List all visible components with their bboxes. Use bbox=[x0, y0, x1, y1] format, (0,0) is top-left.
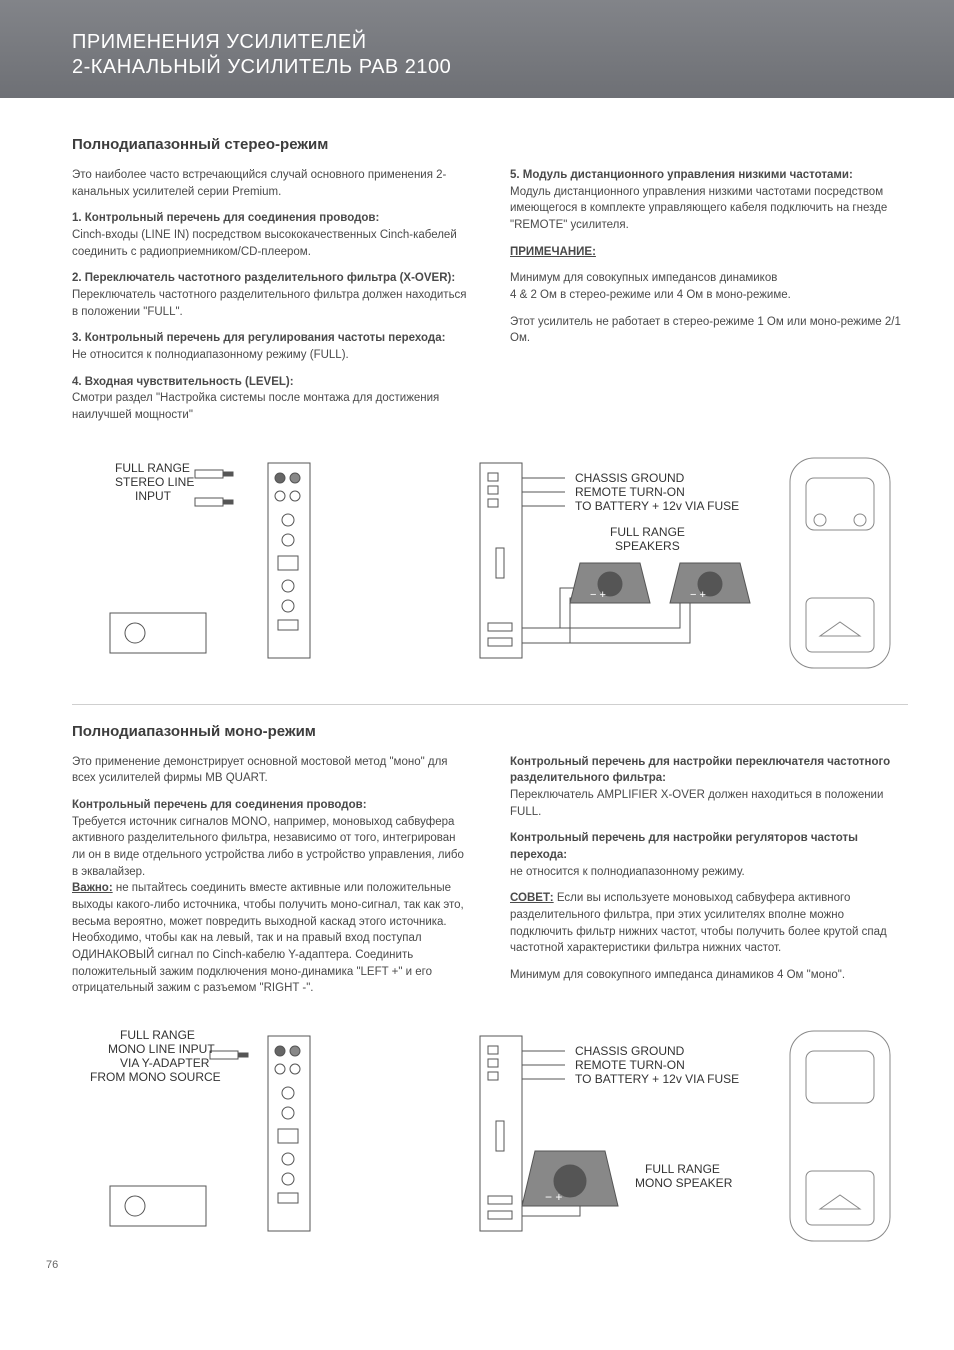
section2-title: Полнодиапазонный моно-режим bbox=[72, 723, 908, 740]
s2-important-label: Важно: bbox=[72, 882, 113, 894]
s1-h3: 3. Контрольный перечень для регулировани… bbox=[72, 332, 445, 344]
s2r-p1: Переключатель AMPLIFIER X-OVER должен на… bbox=[510, 789, 883, 818]
section-divider bbox=[72, 704, 908, 705]
d2-r4: MONO SPEAKER bbox=[635, 1176, 733, 1190]
svg-text:− +: − + bbox=[590, 589, 606, 601]
d1-r2: TO BATTERY + 12v VIA FUSE bbox=[575, 499, 739, 513]
car-outline-icon bbox=[790, 458, 890, 668]
rca-plug-icon bbox=[195, 470, 233, 506]
s1-note2: 4 & 2 Ом в стерео-режиме или 4 Ом в моно… bbox=[510, 289, 791, 301]
d1-r0: CHASSIS GROUND bbox=[575, 471, 685, 485]
section2-left-col: Это применение демонстрирует основной мо… bbox=[72, 754, 470, 1007]
s2-intro: Это применение демонстрирует основной мо… bbox=[72, 754, 470, 787]
headunit-icon bbox=[110, 1186, 206, 1226]
section2-right-col: Контрольный перечень для настройки перек… bbox=[510, 754, 908, 1007]
header-line1: ПРИМЕНЕНИЯ УСИЛИТЕЛЕЙ bbox=[72, 30, 954, 55]
s2-h1: Контрольный перечень для соединения пров… bbox=[72, 799, 367, 811]
d1-l2: INPUT bbox=[135, 489, 172, 503]
d2-r2: TO BATTERY + 12v VIA FUSE bbox=[575, 1072, 739, 1086]
s1-p4: Смотри раздел "Настройка системы после м… bbox=[72, 392, 439, 421]
headunit-icon bbox=[110, 613, 206, 653]
header-line2: 2-КАНАЛЬНЫЙ УСИЛИТЕЛЬ PAB 2100 bbox=[72, 55, 954, 80]
diagram1: FULL RANGE STEREO LINE INPUT bbox=[72, 448, 908, 678]
d2-r1: REMOTE TURN-ON bbox=[575, 1058, 685, 1072]
page-body: Полнодиапазонный стерео-режим Это наибол… bbox=[0, 98, 954, 1281]
s2-important: не пытайтесь соединить вместе активные и… bbox=[72, 882, 464, 994]
d2-r0: CHASSIS GROUND bbox=[575, 1044, 685, 1058]
amplifier-icon bbox=[268, 463, 310, 658]
d2-r3: FULL RANGE bbox=[645, 1162, 720, 1176]
page-number: 76 bbox=[46, 1259, 58, 1271]
diagram2-svg: FULL RANGE MONO LINE INPUT VIA Y-ADAPTER… bbox=[80, 1021, 900, 1251]
d2-l0: FULL RANGE bbox=[120, 1028, 195, 1042]
section1-columns: Это наиболее часто встречающийся случай … bbox=[72, 167, 908, 434]
s2r-tip-label: СОВЕТ: bbox=[510, 892, 554, 904]
s2r-p2: не относится к полнодиапазонному режиму. bbox=[510, 866, 745, 878]
s1-h1: 1. Контрольный перечень для соединения п… bbox=[72, 212, 379, 224]
d1-r1: REMOTE TURN-ON bbox=[575, 485, 685, 499]
s1-p1: Cinch-входы (LINE IN) посредством высоко… bbox=[72, 229, 457, 258]
s1-h4: 4. Входная чувствительность (LEVEL): bbox=[72, 376, 294, 388]
section1-title: Полнодиапазонный стерео-режим bbox=[72, 136, 908, 153]
d2-l1: MONO LINE INPUT bbox=[108, 1042, 215, 1056]
d2-l3: FROM MONO SOURCE bbox=[90, 1070, 221, 1084]
section1-right-col: 5. Модуль дистанционного управления низк… bbox=[510, 167, 908, 434]
s1-h2: 2. Переключатель частотного разделительн… bbox=[72, 272, 455, 284]
speaker-icon: − + bbox=[570, 563, 650, 603]
car-outline-icon bbox=[790, 1031, 890, 1241]
s1-p3: Не относится к полнодиапазонному режиму … bbox=[72, 349, 349, 361]
svg-text:− +: − + bbox=[690, 589, 706, 601]
amplifier-icon bbox=[268, 1036, 310, 1231]
s1-note-h: ПРИМЕЧАНИЕ: bbox=[510, 246, 596, 258]
speaker-icon: − + bbox=[522, 1151, 618, 1206]
d1-r3: FULL RANGE bbox=[610, 525, 685, 539]
s2r-h2: Контрольный перечень для настройки регул… bbox=[510, 832, 858, 861]
amplifier-right-icon bbox=[480, 1036, 522, 1231]
s1-intro: Это наиболее часто встречающийся случай … bbox=[72, 167, 470, 200]
d1-l0: FULL RANGE bbox=[115, 461, 190, 475]
s2-p1: Требуется источник сигналов MONO, наприм… bbox=[72, 816, 464, 878]
s1-note3: Этот усилитель не работает в стерео-режи… bbox=[510, 314, 908, 347]
section2-columns: Это применение демонстрирует основной мо… bbox=[72, 754, 908, 1007]
s1-note1: Минимум для совокупных импедансов динами… bbox=[510, 272, 777, 284]
d2-l2: VIA Y-ADAPTER bbox=[120, 1056, 210, 1070]
s2r-min: Минимум для совокупного импеданса динами… bbox=[510, 967, 908, 984]
amplifier-right-icon bbox=[480, 463, 522, 658]
s2r-h1: Контрольный перечень для настройки перек… bbox=[510, 756, 890, 785]
d1-l1: STEREO LINE bbox=[115, 475, 194, 489]
s1-p5: Модуль дистанционного управления низкими… bbox=[510, 186, 887, 231]
speaker-icon: − + bbox=[670, 563, 750, 603]
s1-p2: Переключатель частотного разделительного… bbox=[72, 289, 467, 318]
diagram2: FULL RANGE MONO LINE INPUT VIA Y-ADAPTER… bbox=[72, 1021, 908, 1251]
s2r-tip: Если вы используете моновыход сабвуфера … bbox=[510, 892, 887, 954]
rca-plug-icon bbox=[210, 1051, 248, 1059]
s1-h5: 5. Модуль дистанционного управления низк… bbox=[510, 169, 853, 181]
diagram1-svg: FULL RANGE STEREO LINE INPUT bbox=[80, 448, 900, 678]
d1-r4: SPEAKERS bbox=[615, 539, 680, 553]
svg-text:− +: − + bbox=[545, 1190, 562, 1204]
section1-left-col: Это наиболее часто встречающийся случай … bbox=[72, 167, 470, 434]
header-band: ПРИМЕНЕНИЯ УСИЛИТЕЛЕЙ 2-КАНАЛЬНЫЙ УСИЛИТ… bbox=[0, 0, 954, 98]
